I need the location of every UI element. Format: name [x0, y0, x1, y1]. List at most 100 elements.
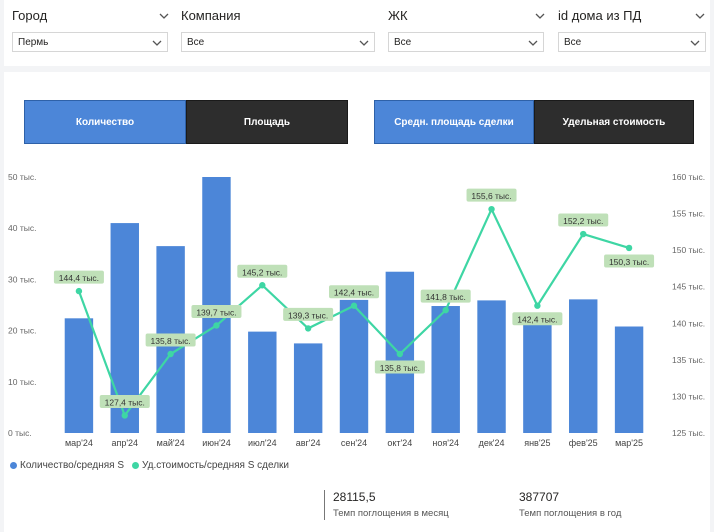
filter-company: Компания Все [181, 6, 377, 52]
kpi-divider [324, 490, 325, 520]
bar [523, 317, 552, 433]
kpi-monthly-value: 28115,5 [333, 490, 376, 504]
left-tick-label: 0 тыс. [8, 428, 32, 438]
legend-item-bars[interactable]: Количество/средняя S [10, 460, 124, 471]
x-tick-label: авг'24 [296, 438, 321, 448]
data-label-bg [558, 213, 609, 227]
filter-company-label: Компания [181, 8, 241, 23]
x-tick-label: июл'24 [248, 438, 277, 448]
x-tick-label: апр'24 [111, 438, 138, 448]
legend-bar-label: Количество/средняя S [20, 460, 125, 471]
kpi-yearly-value: 387707 [519, 490, 560, 504]
filter-complex-label: ЖК [388, 8, 408, 23]
data-label: 152,2 тыс. [563, 216, 603, 226]
right-tick-label: 145 тыс. [672, 282, 705, 292]
filter-company-select[interactable]: Все [181, 32, 375, 52]
line-point [259, 282, 266, 289]
filter-house-id-value: Все [564, 37, 582, 48]
bar [293, 343, 323, 433]
kpi-yearly-label: Темп поглощения в год [519, 508, 622, 519]
data-label: 135,8 тыс. [150, 336, 190, 346]
tab-quantity[interactable]: Количество [24, 100, 186, 144]
bar [339, 299, 369, 433]
main-panel: Количество Площадь Средн. площадь сделки… [4, 72, 710, 532]
right-tick-label: 140 тыс. [672, 318, 705, 328]
data-label-bg [512, 312, 563, 326]
filter-house-id: id дома из ПД Все [558, 6, 706, 52]
tab-avg-deal-area[interactable]: Средн. площадь сделки [374, 100, 534, 144]
legend-item-line[interactable]: Уд.стоимость/средняя S сделки [132, 460, 289, 471]
filter-bar: Город Пермь Компания Все ЖК Все id дома … [4, 0, 710, 66]
bar [614, 326, 644, 433]
line-point [213, 322, 220, 329]
data-label-bg [191, 304, 242, 318]
x-tick-label: дек'24 [479, 438, 505, 448]
filter-house-id-label: id дома из ПД [558, 8, 642, 23]
line-point [488, 205, 495, 213]
x-tick-label: июн'24 [202, 438, 230, 448]
data-label: 150,3 тыс. [609, 257, 649, 267]
line-point [625, 244, 633, 252]
x-tick-label: мар'24 [65, 438, 93, 448]
left-tick-label: 50 тыс. [8, 172, 36, 182]
data-label: 139,3 тыс. [288, 310, 328, 320]
right-tick-label: 155 тыс. [672, 209, 705, 219]
tab-unit-cost[interactable]: Удельная стоимость [534, 100, 694, 144]
right-tick-label: 125 тыс. [672, 428, 705, 438]
x-tick-label: мар'25 [615, 438, 643, 448]
kpi-monthly: 28115,5 Темп поглощения в месяц [333, 490, 449, 519]
line-point [121, 412, 128, 419]
bar [569, 299, 598, 433]
line-point [580, 230, 587, 238]
bar [248, 331, 277, 433]
x-tick-label: фев'25 [569, 438, 598, 448]
filter-city: Город Пермь [12, 6, 170, 52]
chevron-down-icon [527, 33, 539, 53]
right-tick-label: 150 тыс. [672, 245, 705, 255]
right-tick-label: 135 тыс. [672, 355, 705, 365]
data-label: 127,4 тыс. [105, 397, 145, 407]
filter-complex: ЖК Все [388, 6, 546, 52]
chevron-down-icon [358, 33, 370, 53]
line-point [75, 287, 83, 295]
kpi-yearly: 387707 Темп поглощения в год [519, 490, 621, 519]
x-tick-label: окт'24 [387, 438, 412, 448]
line-point [350, 302, 358, 309]
chevron-down-icon[interactable] [158, 6, 170, 26]
legend-line-label: Уд.стоимость/средняя S сделки [142, 460, 290, 471]
kpi-monthly-label: Темп поглощения в месяц [333, 508, 449, 519]
line-point [396, 350, 404, 358]
line-point [534, 302, 541, 309]
data-label: 155,6 тыс. [471, 191, 511, 201]
filter-city-select[interactable]: Пермь [12, 32, 168, 52]
x-tick-label: янв'25 [524, 438, 550, 448]
right-tick-label: 130 тыс. [672, 391, 705, 401]
data-label-bg [329, 285, 379, 299]
bar [477, 300, 506, 433]
x-tick-label: ноя'24 [432, 438, 459, 448]
filter-house-id-select[interactable]: Все [558, 32, 706, 52]
x-tick-label: май'24 [157, 438, 185, 448]
chevron-down-icon[interactable] [534, 6, 546, 26]
filter-city-label: Город [12, 8, 48, 23]
chevron-down-icon[interactable] [694, 6, 706, 26]
chevron-down-icon [689, 33, 701, 53]
line-point [442, 306, 449, 314]
data-label-bg [604, 254, 655, 268]
data-label: 139,7 тыс. [196, 307, 236, 317]
data-label-bg [99, 394, 150, 408]
left-tick-label: 10 тыс. [8, 377, 36, 387]
filter-complex-select[interactable]: Все [388, 32, 544, 52]
bar [64, 318, 94, 433]
line-point [304, 325, 312, 332]
data-label: 141,8 тыс. [426, 292, 466, 302]
data-label-bg [145, 333, 196, 347]
data-label: 145,2 тыс. [242, 267, 282, 277]
data-label: 142,4 тыс. [517, 315, 557, 325]
data-label: 142,4 тыс. [334, 288, 374, 298]
filter-company-value: Все [187, 37, 205, 48]
tab-area[interactable]: Площадь [186, 100, 348, 144]
data-label-bg [283, 307, 334, 321]
data-label-bg [420, 289, 471, 303]
bar [431, 306, 460, 433]
